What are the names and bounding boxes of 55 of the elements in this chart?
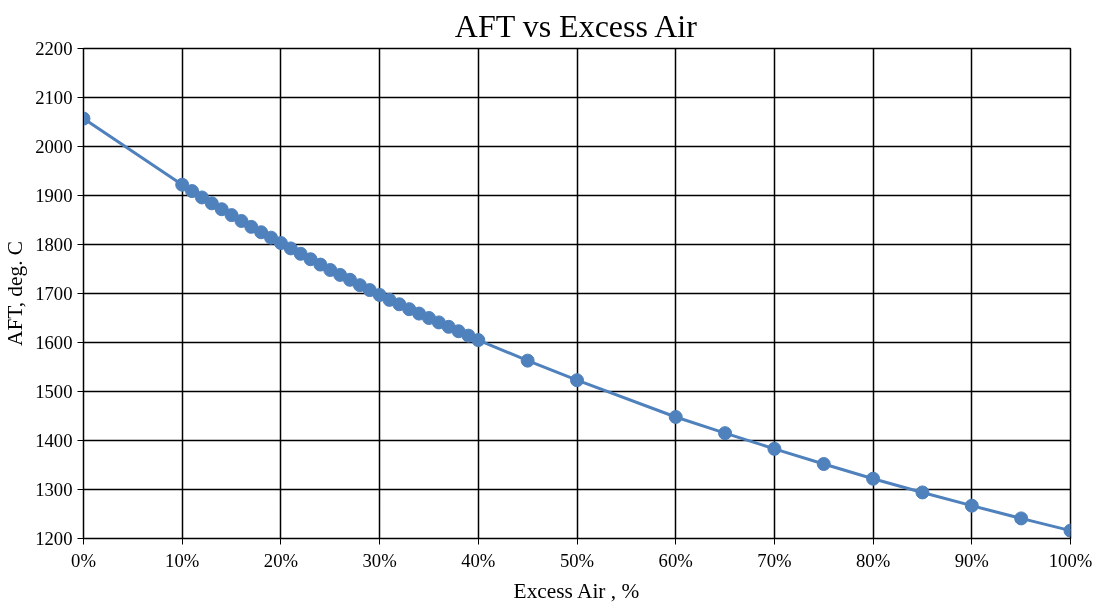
y-axis-title: AFT, deg. C [3, 240, 28, 347]
x-tick-label: 40% [461, 549, 496, 571]
point [283, 241, 298, 256]
y-tick-label: 1900 [35, 185, 73, 206]
point [915, 485, 930, 500]
point [224, 208, 239, 223]
point [293, 246, 308, 261]
point [323, 262, 338, 277]
y-tick-label: 1700 [35, 283, 73, 304]
y-tick-label: 1600 [35, 332, 73, 353]
x-tick-label: 70% [757, 549, 792, 571]
y-tick-label: 1500 [35, 381, 73, 402]
point [254, 225, 269, 240]
point [668, 409, 683, 424]
x-axis-title: Excess Air , % [513, 578, 640, 603]
x-tick-label: 10% [165, 549, 200, 571]
x-tick-label: 50% [559, 549, 595, 571]
point [471, 333, 486, 348]
chart-title: AFT vs Excess Air [454, 7, 698, 44]
point [342, 272, 357, 287]
point [520, 353, 535, 368]
x-tick-label: 80% [856, 549, 891, 571]
point [718, 426, 733, 441]
y-tick-label: 2100 [35, 87, 73, 108]
x-tick-label: 30% [362, 549, 397, 571]
x-tick-label: 60% [658, 549, 693, 571]
point [570, 373, 584, 388]
y-tick-label: 1200 [35, 528, 73, 549]
point [372, 287, 387, 302]
y-tick-label: 1400 [35, 430, 73, 451]
x-tick-label: 100% [1048, 549, 1093, 571]
point [313, 257, 328, 272]
x-tick-label: 0% [71, 549, 96, 571]
point [214, 202, 229, 217]
point [866, 471, 881, 486]
x-tick-label: 20% [263, 549, 298, 571]
point [194, 190, 209, 205]
point [175, 177, 190, 192]
point [1014, 511, 1029, 526]
point [767, 441, 782, 456]
point [244, 219, 259, 234]
y-tick-label: 2200 [35, 38, 73, 59]
point [816, 457, 831, 472]
point [185, 184, 200, 199]
y-tick-label: 2000 [35, 136, 73, 157]
point [362, 283, 377, 298]
point [303, 252, 318, 267]
point [234, 213, 249, 228]
y-tick-label: 1300 [35, 479, 73, 500]
y-tick-label: 1800 [35, 234, 73, 255]
point [964, 498, 979, 513]
point [204, 196, 219, 211]
point [352, 278, 367, 293]
x-tick-label: 90% [954, 549, 989, 571]
point [273, 236, 288, 251]
